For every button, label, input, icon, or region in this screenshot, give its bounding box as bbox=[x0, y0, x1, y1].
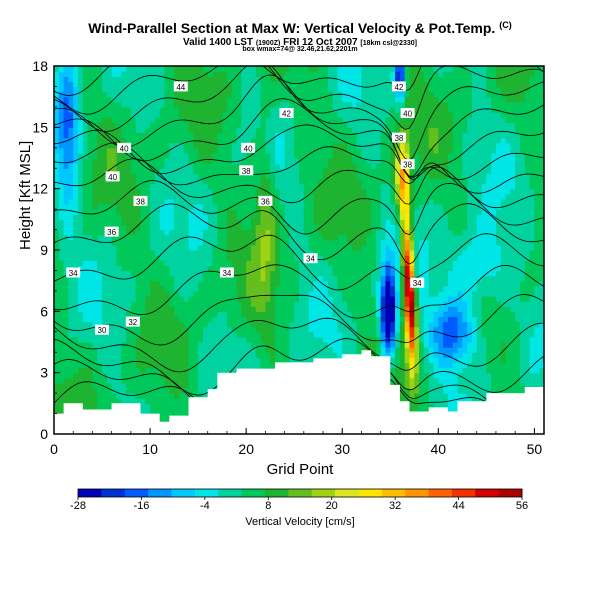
contour-label: 36 bbox=[258, 195, 273, 206]
y-axis-label: Height [Kft MSL] bbox=[17, 140, 34, 250]
colorbar-segment bbox=[148, 489, 172, 497]
colorbar-segment bbox=[218, 489, 243, 497]
terrain bbox=[54, 350, 544, 434]
contour-label: 34 bbox=[219, 267, 234, 278]
contour-label: 34 bbox=[410, 277, 425, 288]
y-tick-label: 12 bbox=[32, 181, 48, 197]
valid-time: Valid 1400 LST bbox=[182, 37, 254, 48]
contour-label: 32 bbox=[125, 316, 140, 327]
contour-label: 36 bbox=[104, 226, 119, 237]
colorbar-segment bbox=[171, 489, 196, 497]
colorbar-segment bbox=[428, 489, 453, 497]
colorbar-segment bbox=[78, 489, 102, 497]
colorbar-tick-label: 8 bbox=[265, 500, 271, 512]
chart-title-text: Wind-Parallel Section at Max W: Vertical… bbox=[88, 20, 496, 36]
chart-title: Wind-Parallel Section at Max W: Vertical… bbox=[0, 20, 600, 36]
y-axis: 0 3 6 9 12 15 18 bbox=[32, 58, 60, 442]
contour-label: 44 bbox=[173, 81, 188, 92]
colorbar-segment bbox=[124, 489, 149, 497]
wmax-info: box wmax=74@ 32.46,21.62,2201m bbox=[242, 46, 358, 53]
colorbar-segment bbox=[335, 489, 359, 497]
y-tick-label: 6 bbox=[40, 303, 48, 319]
valid-date: FRI 12 Oct 2007 bbox=[283, 37, 358, 48]
colorbar-segment bbox=[264, 489, 289, 497]
x-tick-label: 0 bbox=[50, 441, 58, 457]
valid-time-utc: (1900Z) bbox=[255, 40, 281, 47]
section-info: [18km csl@2330] bbox=[360, 40, 418, 47]
chart-subtitle: Valid 1400 LST (1900Z) FRI 12 Oct 2007 [… bbox=[0, 37, 600, 48]
contour-label: 40 bbox=[105, 171, 120, 182]
x-tick-label: 40 bbox=[431, 441, 447, 457]
theta-contours bbox=[54, 66, 544, 433]
y-tick-label: 18 bbox=[32, 58, 48, 74]
colorbar-tick-label: -16 bbox=[133, 500, 149, 512]
y-tick-label: 9 bbox=[40, 242, 48, 258]
chart-title-badge: (C) bbox=[499, 20, 512, 30]
x-axis: 0 10 20 30 40 50 bbox=[50, 428, 542, 457]
contour-label: 38 bbox=[400, 159, 415, 170]
colorbar-segment bbox=[405, 489, 430, 497]
colorbar-segment bbox=[194, 489, 219, 497]
colorbar-segment bbox=[475, 489, 500, 497]
colorbar-segment bbox=[241, 489, 266, 497]
colorbar-segment bbox=[451, 489, 476, 497]
colorbar-segment bbox=[358, 489, 383, 497]
colorbar-tick-label: 44 bbox=[452, 500, 464, 512]
x-tick-label: 10 bbox=[142, 441, 158, 457]
contour-label: 42 bbox=[279, 108, 294, 119]
colorbar-tick-label: 56 bbox=[516, 500, 528, 512]
y-tick-label: 0 bbox=[40, 426, 48, 442]
x-tick-label: 20 bbox=[238, 441, 254, 457]
contour-label: 42 bbox=[391, 81, 406, 92]
contour-label: 40 bbox=[400, 108, 415, 119]
colorbar-tick-label: -4 bbox=[200, 500, 210, 512]
colorbar-tick-label: 20 bbox=[326, 500, 338, 512]
colorbar-segment bbox=[311, 489, 336, 497]
colorbar-label: Vertical Velocity [cm/s] bbox=[245, 516, 355, 528]
colorbar-segment bbox=[498, 489, 523, 497]
contour-label: 40 bbox=[241, 142, 256, 153]
x-tick-label: 30 bbox=[334, 441, 350, 457]
y-tick-label: 3 bbox=[40, 365, 48, 381]
contour-label: 40 bbox=[117, 142, 132, 153]
colorbar-segment bbox=[288, 489, 313, 497]
x-tick-label: 50 bbox=[527, 441, 543, 457]
contour-label: 38 bbox=[239, 165, 254, 176]
contour-labels: 44 42 42 40 40 40 38 38 40 38 38 36 36 34 34 34 34 32 30 bbox=[66, 81, 425, 335]
colorbar: -28 -16 -4 8 20 32 44 56 bbox=[70, 488, 528, 512]
colorbar-tick-label: 32 bbox=[389, 500, 401, 512]
colorbar-segment bbox=[101, 489, 126, 497]
contour-label: 30 bbox=[95, 324, 109, 335]
contour-label: 38 bbox=[391, 132, 406, 143]
contour-label: 34 bbox=[303, 253, 318, 264]
y-tick-label: 15 bbox=[32, 119, 48, 135]
contour-label: 34 bbox=[66, 267, 81, 278]
colorbar-tick-label: -28 bbox=[70, 500, 86, 512]
colorbar-segment bbox=[381, 489, 406, 497]
contour-label: 38 bbox=[133, 195, 148, 206]
x-axis-label: Grid Point bbox=[266, 461, 334, 478]
